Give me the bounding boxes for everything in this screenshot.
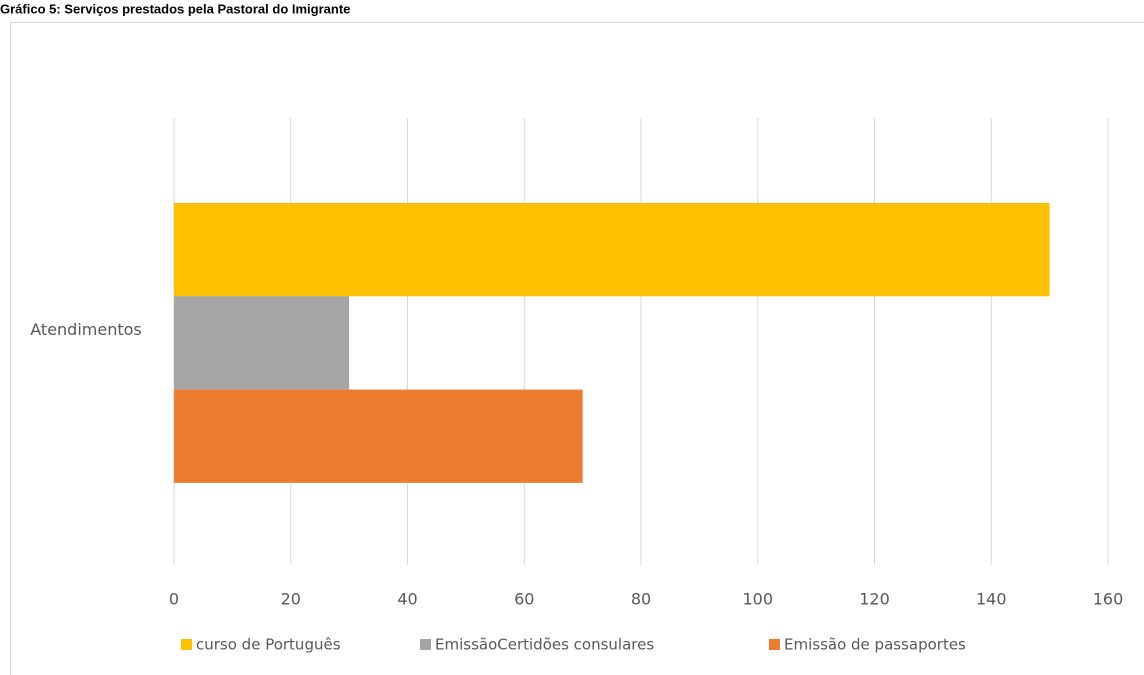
bar bbox=[174, 296, 350, 390]
x-tick-label: 40 bbox=[397, 590, 417, 609]
legend-swatch bbox=[420, 639, 431, 650]
x-tick-label: 160 bbox=[1093, 590, 1124, 609]
bar bbox=[174, 389, 583, 483]
chart-title: Gráfico 5: Serviços prestados pela Pasto… bbox=[0, 1, 350, 16]
legend-label: EmissãoCertidões consulares bbox=[435, 636, 654, 654]
legend-label: Emissão de passaportes bbox=[784, 636, 966, 654]
category-label: Atendimentos bbox=[30, 320, 142, 339]
x-tick-label: 80 bbox=[631, 590, 651, 609]
x-tick-label: 120 bbox=[859, 590, 890, 609]
x-tick-label: 20 bbox=[281, 590, 301, 609]
chart-border bbox=[10, 22, 1144, 675]
legend-label: curso de Português bbox=[196, 636, 341, 654]
x-tick-label: 0 bbox=[169, 590, 179, 609]
x-tick-label: 60 bbox=[514, 590, 534, 609]
x-tick-label: 100 bbox=[742, 590, 773, 609]
legend-swatch bbox=[181, 639, 192, 650]
legend-swatch bbox=[769, 639, 780, 650]
bar bbox=[174, 203, 1050, 297]
x-tick-label: 140 bbox=[976, 590, 1007, 609]
